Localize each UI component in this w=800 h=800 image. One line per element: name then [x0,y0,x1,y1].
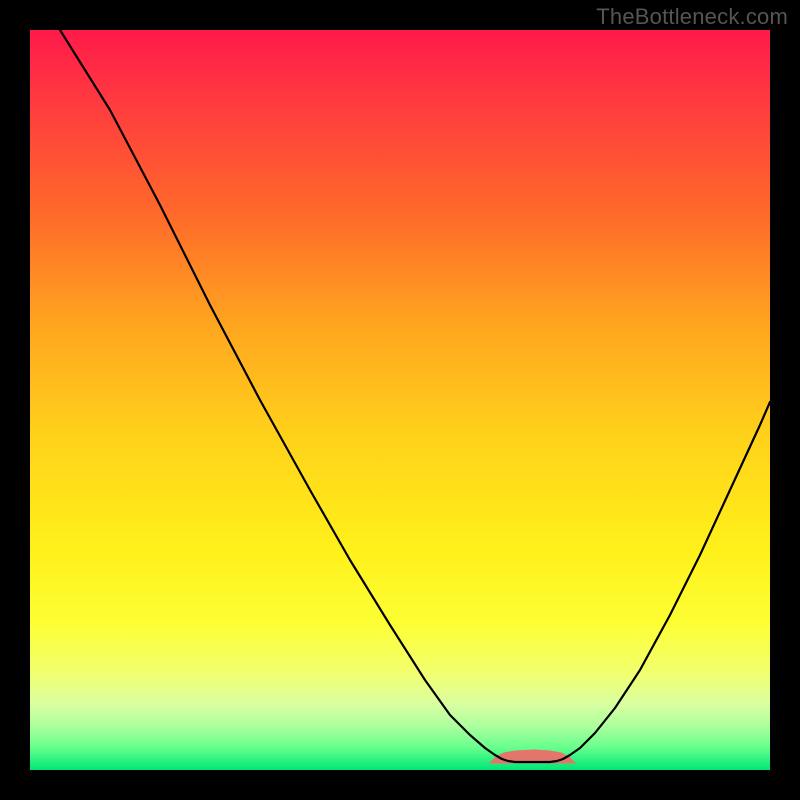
frame-left [0,0,30,800]
bottleneck-v-curve [60,30,770,762]
chart-container: TheBottleneck.com [0,0,800,800]
frame-bottom [0,770,800,800]
curve-layer [30,30,770,770]
plot-area [30,30,770,770]
watermark-text: TheBottleneck.com [596,4,788,30]
frame-right [770,0,800,800]
